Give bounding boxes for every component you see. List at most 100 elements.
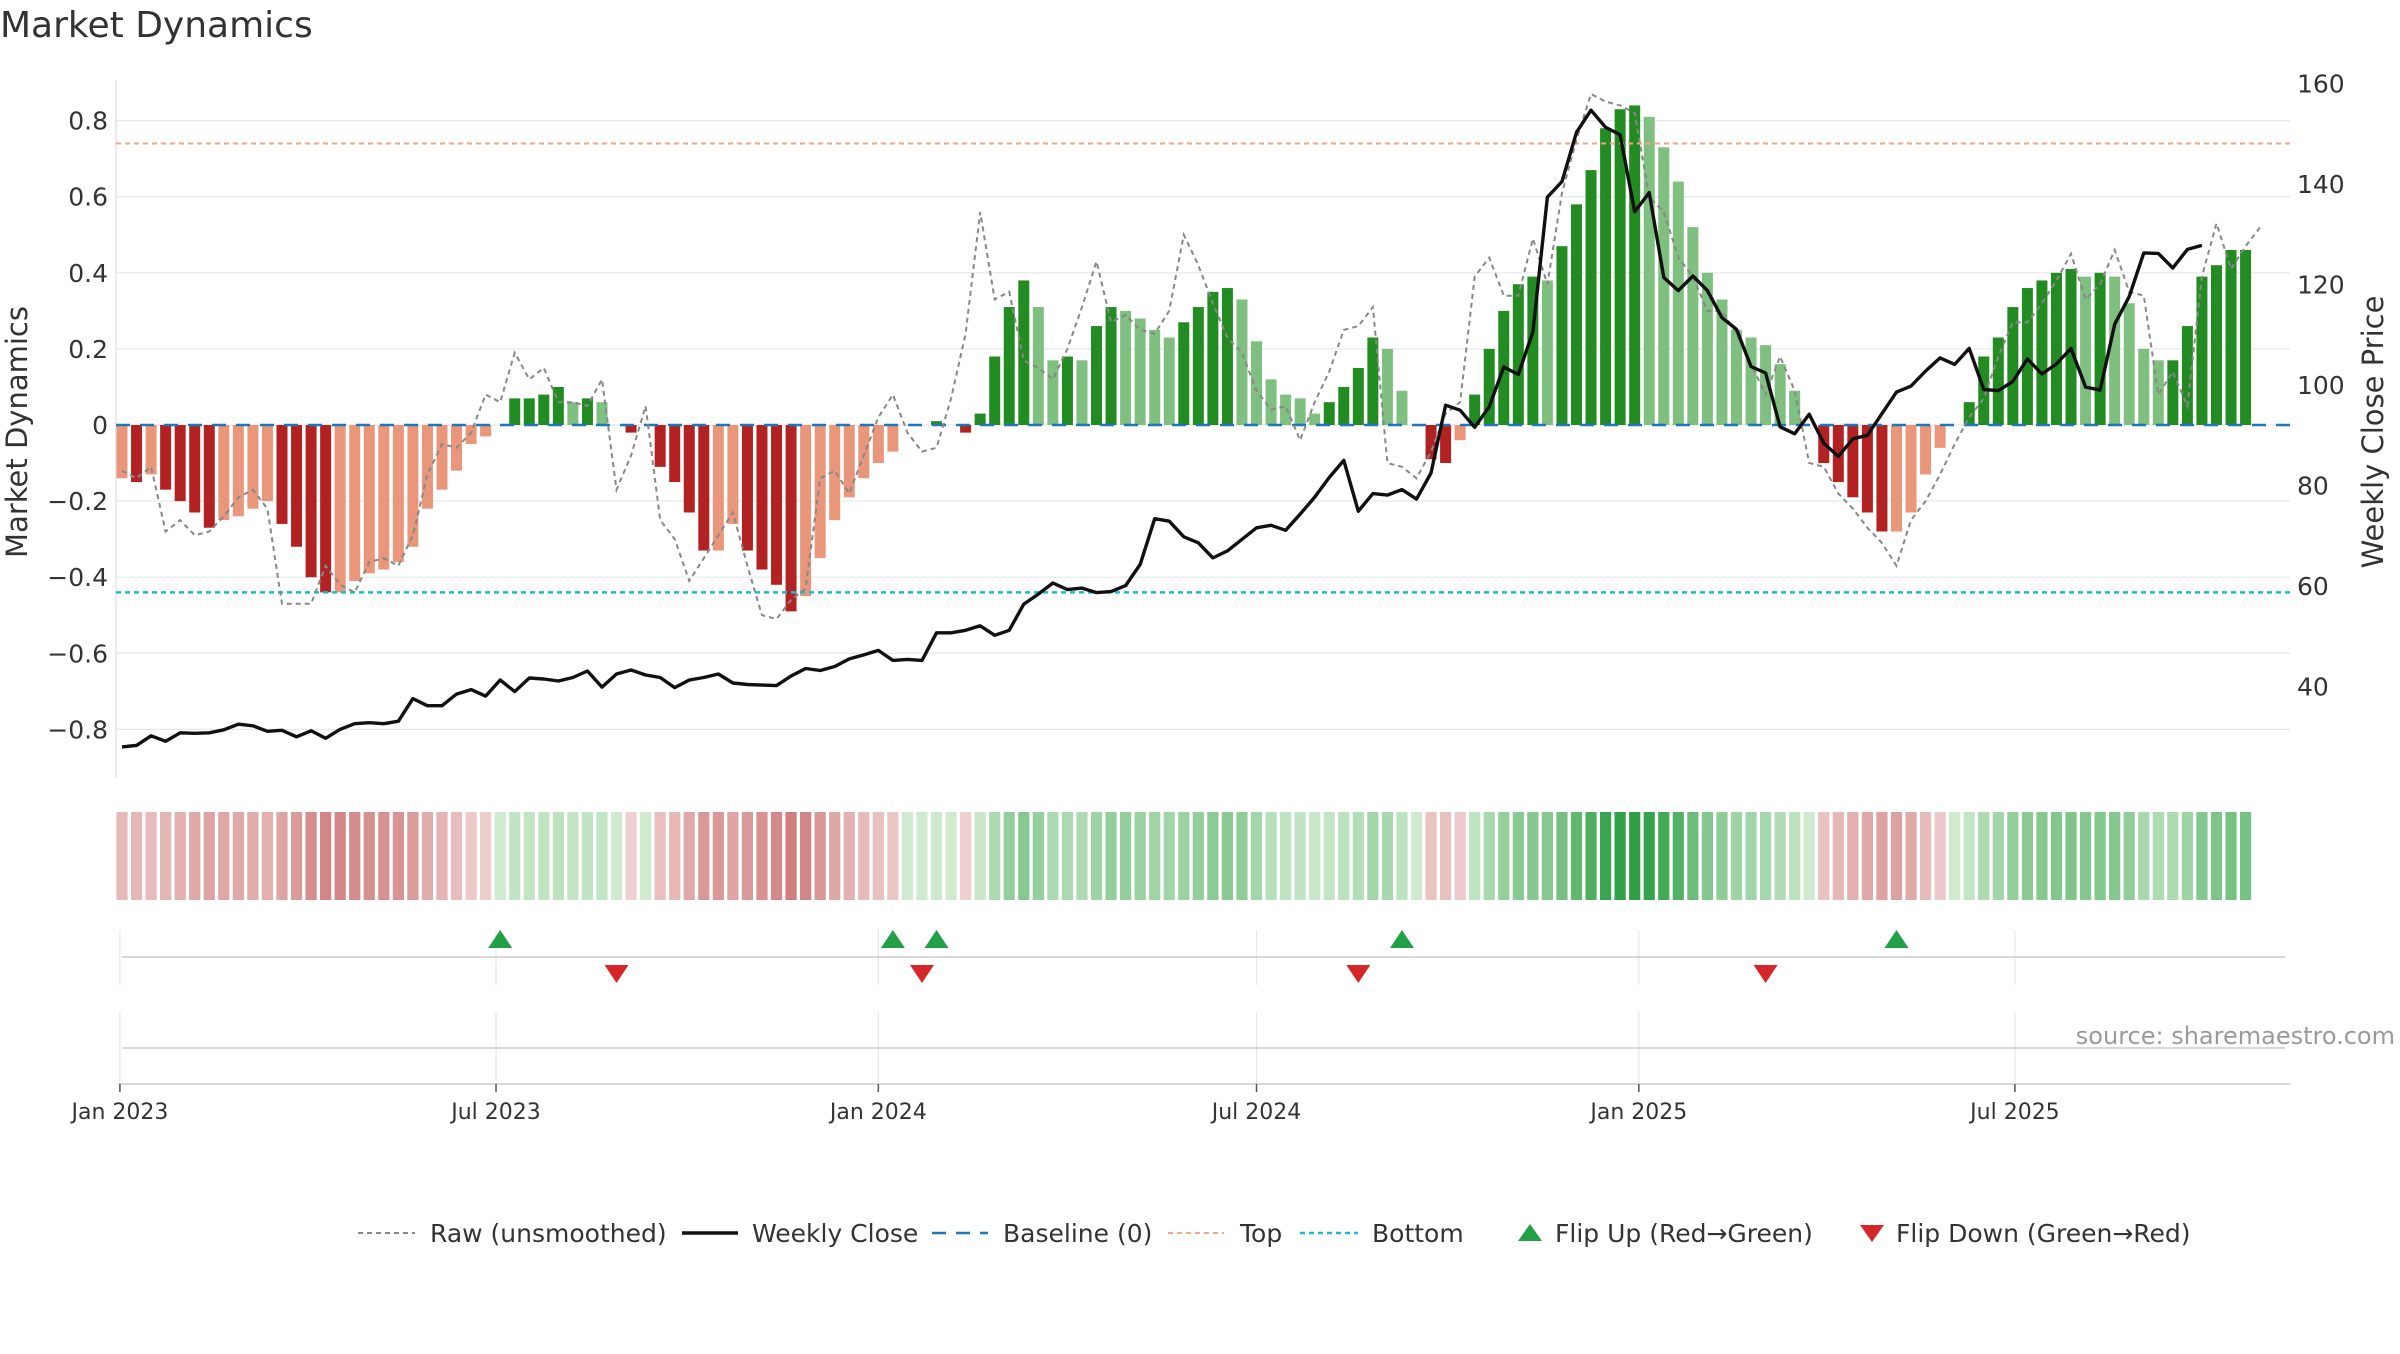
flip-up-marker	[1884, 930, 1909, 948]
heat-strip-cell	[1439, 812, 1452, 900]
heat-strip-cell	[1716, 812, 1728, 900]
heat-strip-cell	[1483, 812, 1495, 900]
legend-label: Flip Up (Red→Green)	[1555, 1219, 1813, 1248]
market-dynamics-bar	[1614, 109, 1626, 425]
market-dynamics-bar	[1861, 425, 1873, 513]
heat-strip-cell	[727, 812, 739, 900]
heat-strip-cell	[1876, 812, 1888, 900]
market-dynamics-bar	[785, 425, 797, 612]
heat-strip-cell	[1701, 812, 1714, 900]
heat-strip-cell	[2123, 812, 2135, 900]
market-dynamics-bar	[771, 425, 783, 585]
heat-strip-cell	[407, 812, 419, 900]
heat-strip-cell	[1105, 812, 1117, 900]
market-dynamics-bar	[727, 425, 739, 524]
line-layer	[121, 92, 2261, 749]
market-dynamics-bar	[596, 402, 608, 425]
y-tick-left: −0.2	[47, 487, 108, 516]
market-dynamics-bar	[363, 425, 375, 574]
market-dynamics-bar	[1716, 299, 1728, 425]
market-dynamics-bar	[116, 425, 128, 479]
heat-strip-cell	[1599, 812, 1612, 900]
y-tick-left: 0	[92, 411, 108, 440]
market-dynamics-bar	[698, 425, 710, 551]
heat-strip-cell	[1192, 812, 1204, 900]
market-dynamics-bar	[2240, 250, 2252, 425]
heat-strip-cell	[480, 812, 492, 900]
market-dynamics-bar	[421, 425, 433, 509]
heat-strip-cell	[1774, 812, 1786, 900]
heat-strip-cell	[843, 812, 855, 900]
market-dynamics-bar	[523, 398, 535, 425]
market-dynamics-bar	[1629, 105, 1641, 425]
y-tick-left: 0.2	[68, 335, 108, 364]
heat-strip-cell	[960, 812, 972, 900]
heat-strip-cell	[189, 812, 201, 900]
heat-strip-cell	[276, 812, 288, 900]
market-dynamics-bar	[1600, 128, 1612, 425]
market-dynamics-bar	[654, 425, 666, 467]
heat-strip-cell	[130, 812, 143, 900]
market-dynamics-bar	[232, 425, 244, 517]
market-dynamics-bar	[1120, 310, 1132, 425]
market-dynamics-bar	[1890, 425, 1902, 532]
market-dynamics-bar	[814, 425, 826, 559]
market-dynamics-bar	[407, 425, 419, 547]
heat-strip-cell	[989, 812, 1001, 900]
heat-strip-cell	[1367, 812, 1379, 900]
heat-strip-cell	[858, 812, 870, 900]
market-dynamics-bar	[349, 425, 361, 581]
heat-strip-cell	[930, 812, 943, 900]
market-dynamics-bar	[480, 425, 492, 437]
heat-strip-cell	[1934, 812, 1946, 900]
market-dynamics-bar	[436, 425, 448, 490]
heat-strip-cell	[640, 812, 652, 900]
market-dynamics-bar	[218, 425, 230, 521]
y-tick-right: 40	[2297, 673, 2329, 702]
market-dynamics-bar	[2210, 265, 2222, 425]
heat-strip-cell	[305, 812, 317, 900]
market-dynamics-bar	[1905, 425, 1917, 513]
market-dynamics-bar	[291, 425, 303, 547]
legend-item: Bottom	[1300, 1219, 1464, 1248]
market-dynamics-bar	[145, 425, 157, 475]
market-dynamics-bar	[1512, 284, 1524, 425]
market-dynamics-bar	[1527, 276, 1539, 425]
market-dynamics-bar	[1032, 307, 1044, 425]
market-dynamics-bar	[1061, 356, 1073, 425]
heat-strip-cell	[872, 812, 884, 900]
y-axis-label-right: Weekly Close Price	[2356, 296, 2390, 569]
market-dynamics-bar	[509, 398, 521, 425]
market-dynamics-bar	[392, 425, 404, 562]
heat-strip-cell	[247, 812, 259, 900]
market-dynamics-bar	[887, 425, 899, 452]
heat-strip-cell	[2079, 812, 2092, 900]
legend: Raw (unsmoothed) Weekly Close Baseline (0)…	[358, 1219, 2191, 1248]
market-dynamics-bar	[1280, 394, 1292, 425]
heat-strip-cell	[1003, 812, 1015, 900]
y-tick-right: 160	[2297, 70, 2345, 99]
market-dynamics-bar	[1730, 329, 1742, 425]
market-dynamics-bar	[1934, 425, 1946, 448]
y-tick-left: −0.8	[47, 715, 108, 744]
market-dynamics-bar	[989, 356, 1001, 425]
market-dynamics-bar	[741, 425, 753, 551]
market-dynamics-bar	[2196, 276, 2208, 425]
heat-strip-cell	[800, 812, 812, 900]
market-dynamics-bar	[1658, 147, 1670, 426]
market-dynamics-bar	[1396, 390, 1408, 425]
market-dynamics-bar	[1789, 390, 1801, 425]
heat-strip-cell	[2239, 812, 2252, 900]
heat-strip-cell	[654, 812, 666, 900]
y-tick-right: 120	[2297, 271, 2345, 300]
market-dynamics-bar	[538, 394, 550, 425]
heat-strip-cell	[1789, 812, 1801, 900]
market-dynamics-bar	[1178, 322, 1190, 425]
heat-strip-cell	[1425, 812, 1437, 900]
heat-strip-cell	[1541, 812, 1554, 900]
market-dynamics-bar	[756, 425, 768, 570]
heat-strip-cell	[218, 812, 230, 900]
bar-layer	[116, 105, 2252, 612]
